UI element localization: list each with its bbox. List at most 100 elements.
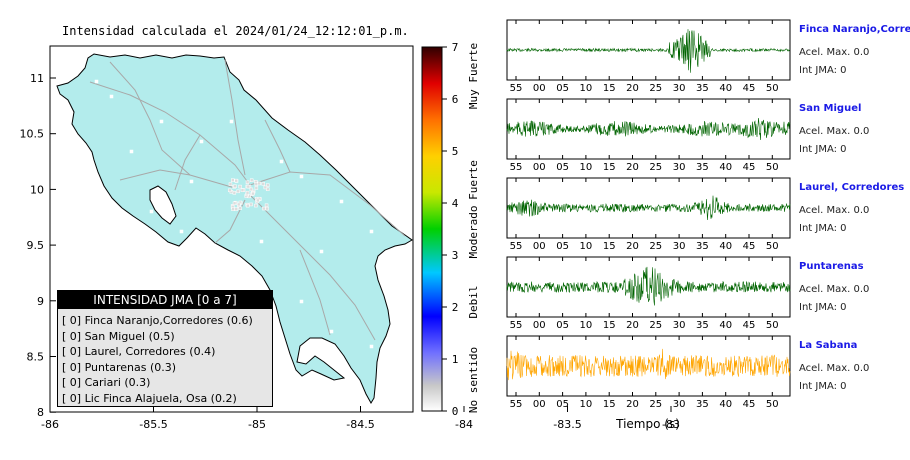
time-tick-label: 05	[556, 399, 569, 410]
map-x-tick-label: -84	[455, 418, 473, 431]
seismogram-trace	[506, 29, 791, 73]
legend-item: [ 0] San Miguel (0.5)	[62, 329, 175, 343]
legend-item: [ 0] Cariari (0.3)	[62, 376, 151, 389]
colorbar-tick-label: 3	[452, 249, 459, 262]
station-acel: Acel. Max. 0.0	[799, 284, 870, 295]
time-tick-label: 55	[510, 399, 523, 410]
map-y-tick-label: 10	[30, 183, 44, 196]
time-tick-label: 40	[719, 241, 732, 252]
time-tick-label: 45	[743, 162, 756, 173]
time-axis-label: Tiempo (s)	[615, 417, 680, 431]
legend-item: [ 0] Finca Naranjo,Corredores (0.6)	[62, 314, 253, 327]
time-tick-label: 00	[533, 83, 546, 94]
time-tick-label: 45	[743, 83, 756, 94]
time-tick-label: 50	[766, 399, 779, 410]
colorbar-labels: Muy Fuerte Fuerte Moderado Debil No sentido	[467, 43, 480, 413]
map-x-tick-label: -83	[662, 418, 680, 431]
map-y-tick-label: 11	[30, 72, 44, 85]
time-tick-label: 25	[649, 241, 662, 252]
legend-header: INTENSIDAD JMA [0 a 7]	[58, 291, 272, 309]
station-name: La Sabana	[799, 340, 858, 351]
time-tick-label: 30	[673, 399, 686, 410]
time-tick-label: 50	[766, 162, 779, 173]
colorbar-tick-label: 7	[452, 41, 459, 54]
station-int: Int JMA: 0	[799, 65, 847, 76]
station-acel: Acel. Max. 0.0	[799, 126, 870, 137]
time-tick-label: 55	[510, 162, 523, 173]
station-acel: Acel. Max. 0.0	[799, 47, 870, 58]
time-tick-label: 00	[533, 320, 546, 331]
station-name: Laurel, Corredores	[799, 182, 905, 193]
time-tick-label: 35	[696, 162, 709, 173]
time-tick-label: 10	[580, 241, 593, 252]
time-tick-label: 20	[626, 241, 639, 252]
time-tick-label: 20	[626, 399, 639, 410]
seismogram-trace	[506, 348, 791, 381]
road-network	[89, 59, 406, 341]
time-tick-label: 15	[603, 162, 616, 173]
time-tick-label: 15	[603, 399, 616, 410]
legend-item: [ 0] Puntarenas (0.3)	[62, 360, 177, 374]
time-tick-label: 45	[743, 320, 756, 331]
time-tick-label: 35	[696, 320, 709, 331]
colorbar-tick-label: 6	[452, 93, 459, 106]
station-int: Int JMA: 0	[799, 223, 847, 234]
time-tick-label: 50	[766, 83, 779, 94]
station-name: Finca Naranjo,Corredor	[799, 24, 910, 35]
legend-item: [ 0] Lic Finca Alajuela, Osa (0.2)	[62, 391, 237, 405]
intensity-colorbar	[421, 46, 443, 412]
costa-rica-land	[56, 53, 413, 404]
station-name: Puntarenas	[799, 261, 864, 272]
colorbar-label: No sentido	[467, 347, 480, 413]
time-tick-label: 35	[696, 241, 709, 252]
time-tick-label: 55	[510, 241, 523, 252]
colorbar-label: Moderado	[467, 206, 480, 259]
colorbar-tick-label: 1	[452, 353, 459, 366]
time-tick-label: 10	[580, 162, 593, 173]
gulf-of-nicoya	[149, 185, 177, 225]
time-tick-label: 00	[533, 399, 546, 410]
time-tick-label: 55	[510, 320, 523, 331]
colorbar-tick-label: 5	[452, 145, 459, 158]
station-int: Int JMA: 0	[799, 144, 847, 155]
seismogram-trace	[506, 266, 791, 306]
seismogram-trace	[506, 117, 791, 141]
time-tick-label: 00	[533, 241, 546, 252]
station-int: Int JMA: 0	[799, 302, 847, 313]
time-tick-label: 05	[556, 241, 569, 252]
intensity-legend: INTENSIDAD JMA [0 a 7] [ 0] Finca Naranj…	[57, 290, 273, 407]
time-tick-label: 20	[626, 162, 639, 173]
station-int: Int JMA: 0	[799, 381, 847, 392]
map-x-tick-label: -85	[248, 418, 266, 431]
station-markers	[94, 79, 374, 349]
seismogram-panels: 55 00 05 10 15 20 25 30 35 40 45 50 55 00 05 10 15 20 25 30…	[506, 19, 791, 410]
time-tick-label: 15	[603, 320, 616, 331]
station-acel: Acel. Max. 0.0	[799, 363, 870, 374]
time-tick-label: 30	[673, 320, 686, 331]
map-x-axis: -86 -85.5 -85 -84.5 -84 -83.5 -83	[41, 406, 680, 431]
time-tick-label: 15	[603, 241, 616, 252]
colorbar-tick-label: 2	[452, 301, 459, 314]
time-tick-label: 05	[556, 162, 569, 173]
time-tick-label: 40	[719, 83, 732, 94]
time-tick-label: 55	[510, 83, 523, 94]
colorbar-label: Muy Fuerte	[467, 43, 480, 109]
legend-item: [ 0] Laurel, Corredores (0.4)	[62, 345, 216, 358]
map-y-tick-label: 8	[37, 406, 44, 419]
map-y-tick-label: 10.5	[20, 128, 45, 141]
time-tick-label: 25	[649, 162, 662, 173]
seismogram-frame	[506, 19, 791, 81]
map-x-tick-label: -83.5	[553, 418, 581, 431]
map-x-tick-label: -84.5	[346, 418, 374, 431]
time-tick-label: 35	[696, 83, 709, 94]
station-name: San Miguel	[799, 103, 862, 114]
time-tick-label: 10	[580, 83, 593, 94]
time-tick-label: 25	[649, 83, 662, 94]
time-tick-label: 50	[766, 241, 779, 252]
time-tick-label: 10	[580, 399, 593, 410]
colorbar-ticks: 7 6 5 4 3 2 1 0	[442, 41, 459, 418]
colorbar-label: Fuerte	[467, 160, 480, 200]
map-y-tick-label: 8.5	[27, 351, 45, 364]
time-tick-label: 45	[743, 241, 756, 252]
seismogram-trace	[506, 195, 791, 221]
